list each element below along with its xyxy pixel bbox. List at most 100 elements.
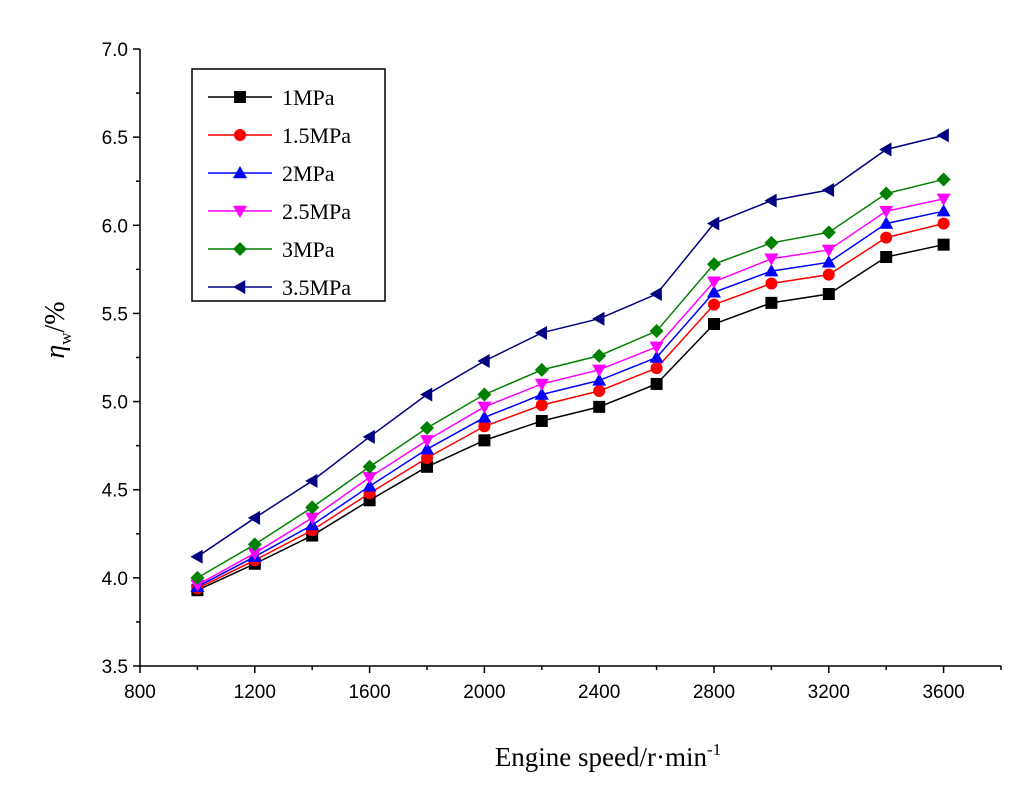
data-point (247, 537, 262, 552)
y-tick-label: 7.0 (102, 40, 128, 61)
data-point (707, 257, 721, 272)
legend-label: 2MPa (282, 161, 335, 186)
data-point (708, 298, 720, 311)
data-point (937, 238, 950, 251)
series-line (197, 178, 944, 579)
y-tick-label: 6.5 (102, 128, 128, 149)
data-point (535, 399, 548, 412)
data-point (592, 348, 607, 363)
data-point (477, 354, 490, 369)
data-point (305, 512, 320, 525)
y-tick-label: 5.0 (102, 393, 128, 414)
legend-box (191, 68, 386, 302)
y-tick-label: 6.0 (102, 216, 128, 237)
data-point (421, 451, 433, 464)
data-point (765, 296, 778, 309)
x-tick-label: 2400 (578, 682, 620, 703)
data-point (362, 429, 375, 444)
data-point (362, 459, 377, 474)
data-point (592, 364, 607, 377)
data-point (421, 460, 433, 473)
legend-label: 3MPa (282, 237, 335, 262)
series-line (197, 222, 944, 590)
data-point (649, 287, 662, 302)
legend-marker (233, 205, 247, 218)
data-point (534, 325, 548, 340)
data-point (764, 193, 777, 208)
data-point (765, 277, 778, 290)
series-line (197, 198, 944, 586)
data-point (821, 244, 836, 257)
legend-item: 3MPa (208, 237, 335, 262)
y-axis-title-unit: /% (40, 301, 71, 332)
data-point (592, 373, 607, 386)
legend-marker (234, 91, 246, 103)
data-point (362, 472, 377, 485)
data-point (707, 216, 720, 231)
data-point (879, 205, 894, 219)
x-axis-title: Engine speed/r·min-1 (495, 740, 721, 772)
data-point (477, 387, 492, 402)
legend-label: 1.5MPa (282, 123, 351, 148)
legend-marker (233, 280, 246, 294)
series-3MPa (190, 172, 951, 585)
data-point (534, 387, 549, 400)
data-point (764, 264, 779, 277)
x-tick-label: 3600 (922, 682, 964, 703)
data-point (534, 378, 549, 391)
y-axis-title-symbol: η (40, 345, 71, 359)
data-point (420, 435, 434, 448)
series-3.5MPa (190, 128, 949, 564)
y-tick-label: 5.5 (102, 304, 128, 325)
legend-item: 1.5MPa (208, 123, 351, 148)
x-tick-label: 2000 (463, 682, 505, 703)
data-point (764, 235, 779, 250)
data-point (362, 479, 377, 492)
data-point (822, 268, 835, 281)
x-tick-label: 2800 (693, 682, 735, 703)
legend-item: 3.5MPa (208, 275, 351, 300)
data-point (247, 547, 262, 561)
x-tick-label: 1600 (348, 682, 390, 703)
data-point (649, 341, 664, 354)
data-point (593, 384, 606, 397)
series-2MPa (190, 204, 951, 592)
series-line (197, 243, 944, 591)
data-point (937, 217, 950, 230)
data-point (247, 510, 261, 525)
data-point (936, 204, 951, 217)
data-point (650, 362, 663, 375)
x-tick-label: 1200 (234, 682, 276, 703)
data-point (880, 251, 893, 264)
data-point (821, 255, 836, 268)
legend: 1MPa 1.5MPa 2MPa 2.5MPa 3MPa 3.5MPa (191, 68, 386, 302)
data-point (593, 400, 606, 413)
y-tick-label: 4.0 (102, 569, 128, 590)
data-point (478, 434, 491, 447)
data-point (936, 128, 949, 143)
legend-item: 1MPa (208, 85, 335, 110)
data-point (420, 387, 433, 402)
axes: 800 1200 1600 2000 2400 2800 3200 3600 3.5 4.0 4.5… (102, 40, 1002, 703)
data-point (879, 142, 892, 157)
legend-marker (234, 129, 246, 141)
y-axis-title-subscript: w (56, 332, 75, 345)
data-point (420, 442, 434, 455)
data-point (879, 216, 894, 229)
legend-label: 2.5MPa (282, 199, 351, 224)
data-point (821, 183, 835, 198)
data-point (707, 276, 721, 289)
data-point (764, 253, 779, 266)
data-point (535, 414, 548, 427)
legend-label: 1MPa (282, 85, 335, 110)
data-point (478, 420, 491, 433)
data-point (708, 318, 720, 331)
data-point (190, 570, 205, 585)
data-point (305, 500, 320, 515)
legend-marker (233, 242, 247, 256)
data-point (305, 473, 318, 488)
y-tick-label: 4.5 (102, 481, 128, 502)
data-point (190, 579, 205, 592)
data-point (477, 401, 492, 414)
